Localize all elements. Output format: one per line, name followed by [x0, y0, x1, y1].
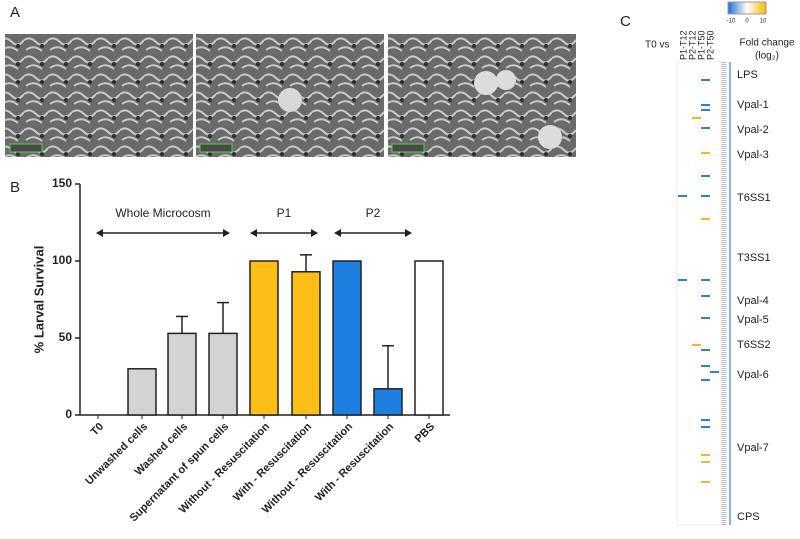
heatmap-area	[676, 61, 722, 526]
arrow-head	[250, 229, 318, 237]
bar	[127, 368, 157, 416]
y-tick-label: 0	[65, 407, 72, 421]
x-tick-label: PBS	[413, 421, 437, 445]
bar	[373, 388, 403, 416]
cell	[278, 88, 302, 112]
colorbar-unit: (log₂)	[755, 51, 779, 62]
micrographs	[5, 34, 576, 157]
column-label: P1-T50	[696, 30, 706, 60]
colorbar-title: Fold change	[739, 38, 794, 49]
row-label: T6SS2	[737, 339, 771, 351]
scale-bar	[199, 143, 233, 153]
scale-bar	[391, 143, 425, 153]
column-label: P2-T12	[687, 30, 697, 60]
bar	[332, 260, 362, 416]
column-label: P2-T50	[705, 30, 715, 60]
bar	[291, 271, 321, 416]
row-label: Vpal-3	[737, 149, 769, 161]
row-label: Vpal-7	[737, 442, 769, 454]
x-tick-label: T0	[89, 421, 107, 439]
heatmap	[676, 1, 767, 526]
scale-bar	[9, 143, 43, 153]
colorbar-tick: 10	[760, 19, 767, 25]
group-label: P2	[366, 206, 381, 220]
cell	[496, 70, 516, 90]
row-label: LPS	[737, 69, 758, 81]
row-label: Vpal-5	[737, 314, 769, 326]
row-label: Vpal-2	[737, 124, 769, 136]
x-tick-label: With - Resuscitation	[231, 421, 314, 504]
row-label: CPS	[737, 511, 760, 523]
y-tick-label: 100	[52, 253, 72, 267]
bar	[249, 260, 279, 416]
colorbar	[727, 1, 767, 15]
colorbar-tick: -10	[727, 19, 736, 25]
group-label: P1	[277, 206, 292, 220]
y-tick-label: 150	[52, 176, 72, 190]
row-label: Vpal-1	[737, 99, 769, 111]
group-label: Whole Microcosm	[115, 206, 210, 220]
heatmap-prefix: T0 vs	[645, 40, 669, 51]
cell	[538, 125, 562, 149]
row-label: T6SS1	[737, 192, 771, 204]
micrograph	[5, 34, 193, 157]
panel-label: B	[10, 179, 20, 196]
row-label: T3SS1	[737, 252, 771, 264]
y-tick-label: 50	[59, 330, 73, 344]
column-label: P1-T12	[678, 30, 688, 60]
row-label: Vpal-4	[737, 295, 769, 307]
y-axis-label: % Larval Survival	[31, 246, 46, 354]
cell	[474, 71, 498, 95]
x-tick-label: With - Resuscitation	[313, 421, 396, 504]
bar	[167, 332, 197, 416]
panel-label: C	[620, 13, 631, 30]
panel-label: A	[10, 4, 20, 21]
bar	[208, 332, 238, 416]
row-label: Vpal-6	[737, 369, 769, 381]
bar	[414, 260, 444, 416]
colorbar-tick: 0	[745, 19, 749, 25]
